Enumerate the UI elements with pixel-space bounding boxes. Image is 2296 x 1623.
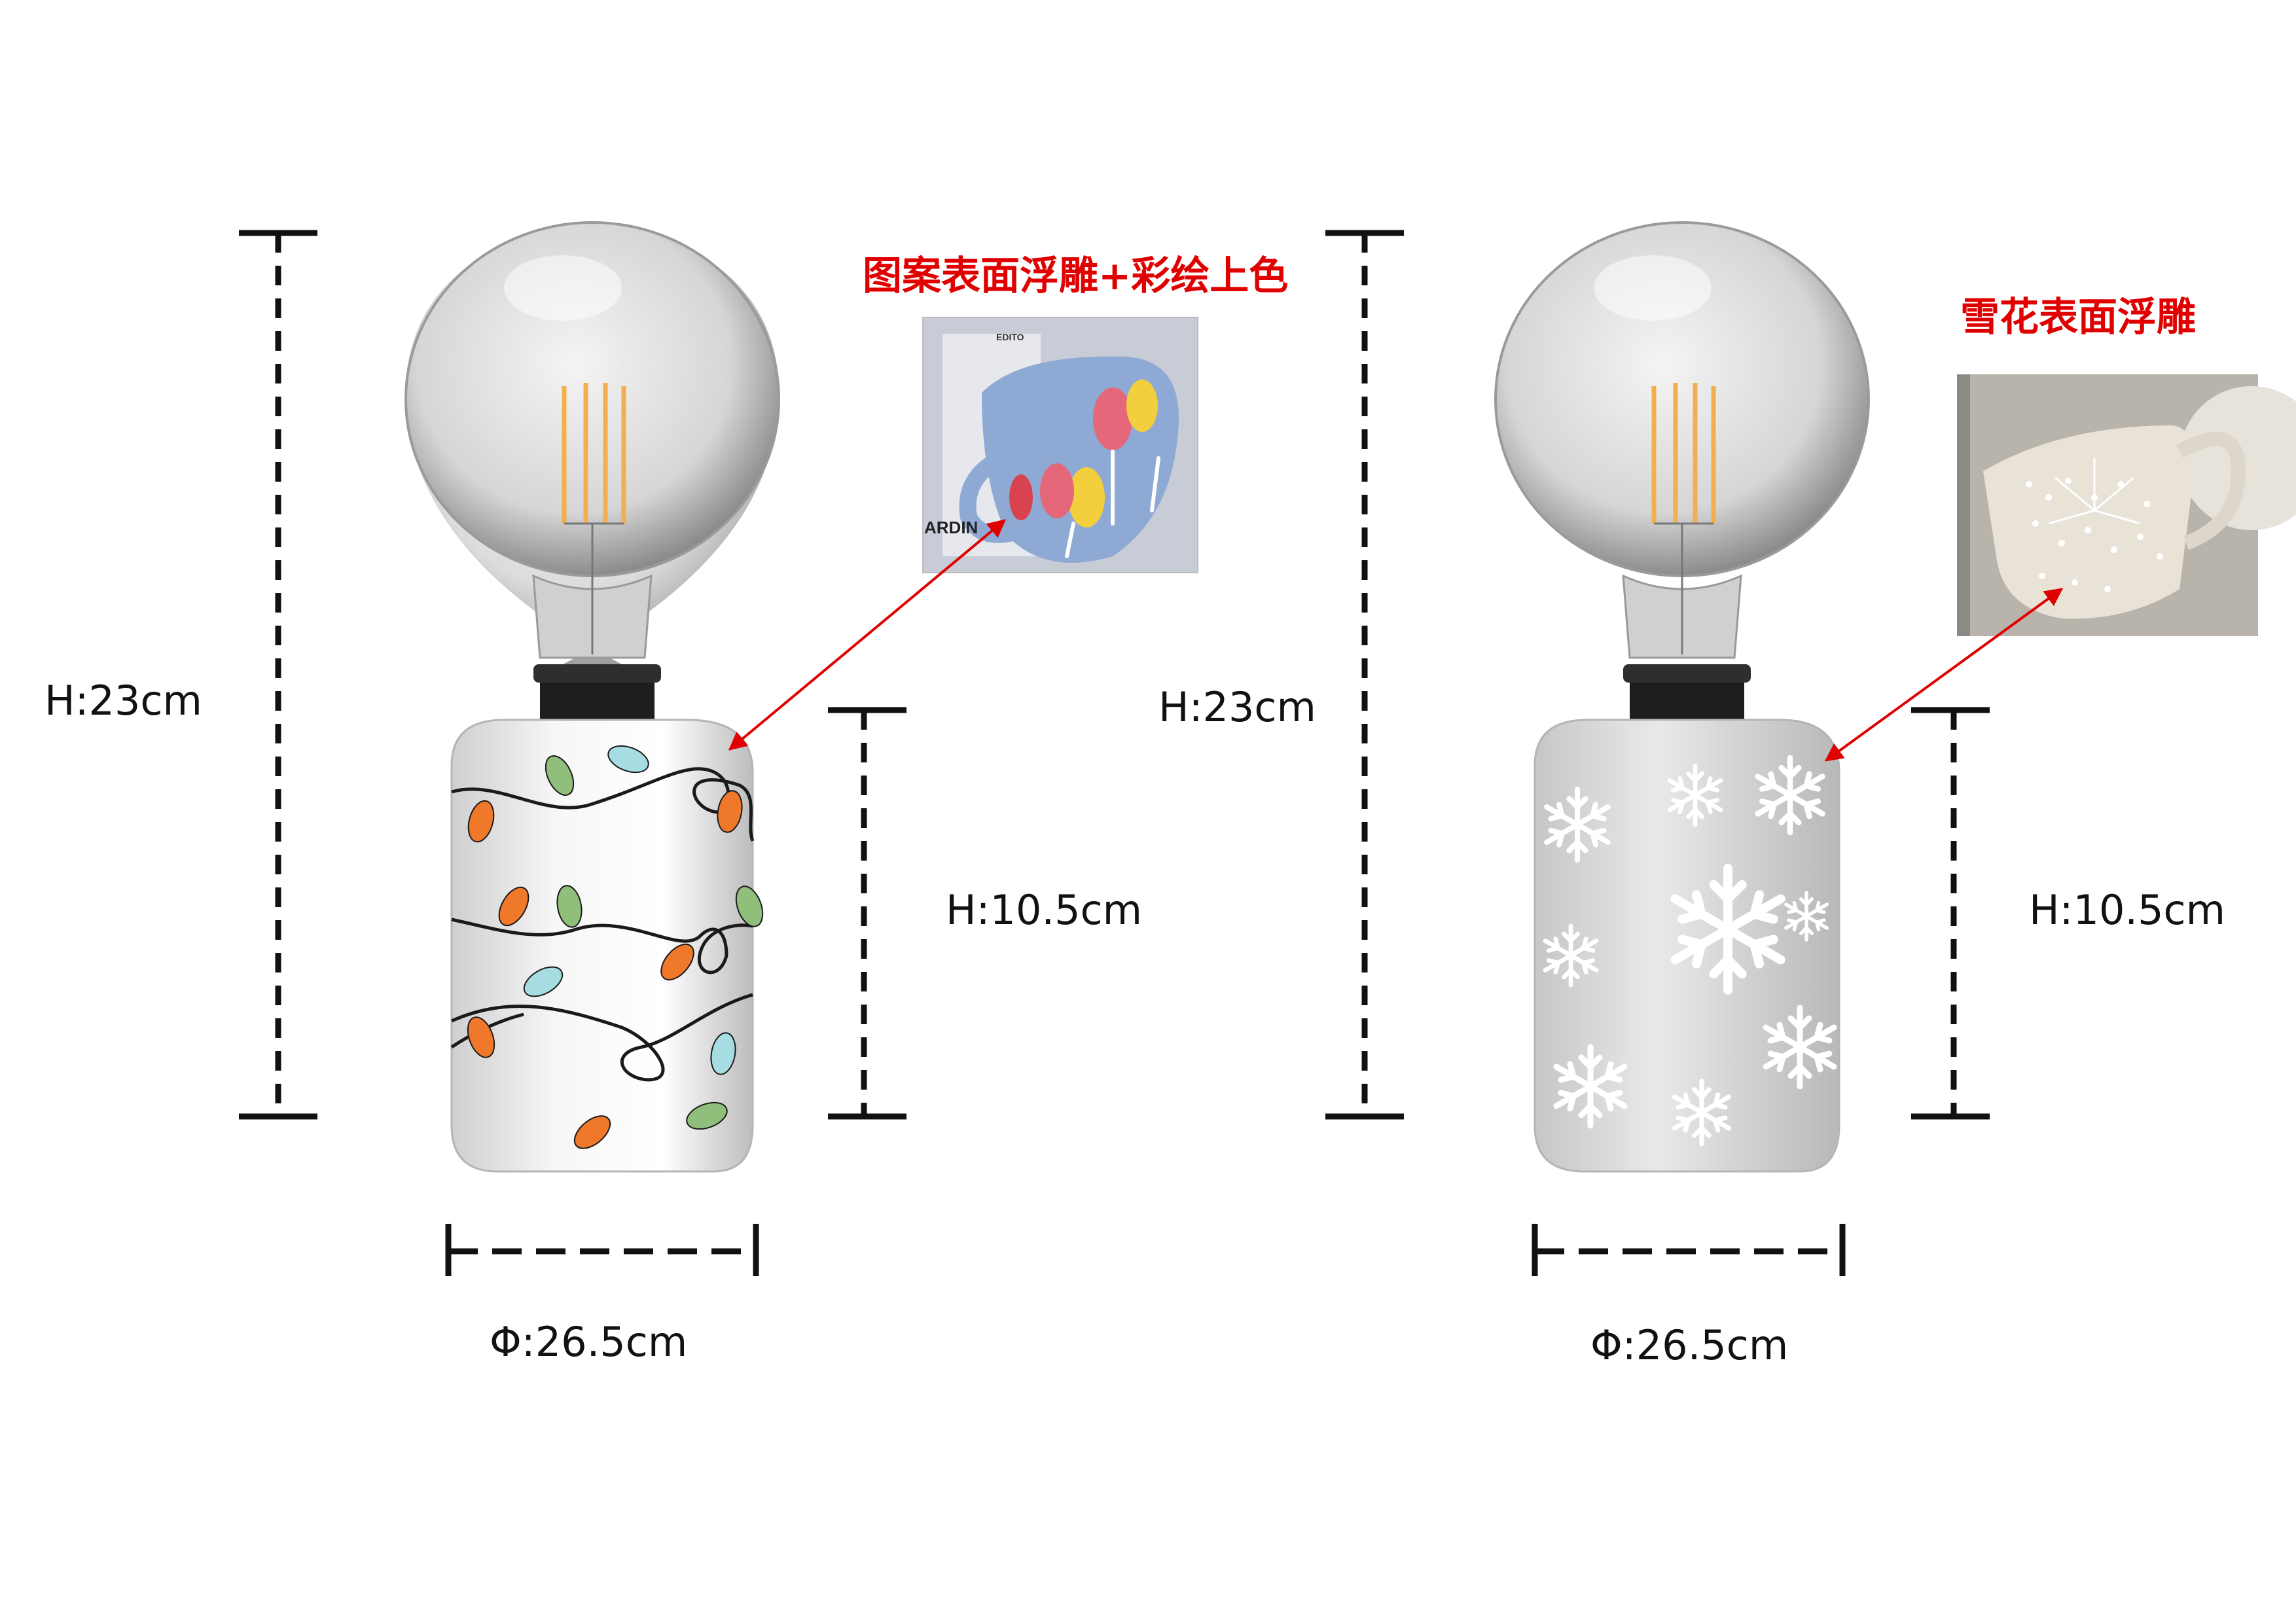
right-reference-photo (1957, 374, 2296, 636)
left-lamp (404, 221, 780, 1173)
light-string-pattern (450, 767, 755, 1082)
left-bulb (404, 221, 780, 668)
right-base-height-dimension (1911, 707, 1990, 1120)
right-diameter-label: Φ:26.5cm (1590, 1321, 1789, 1369)
right-lamp (1494, 221, 1870, 1173)
right-socket (1630, 671, 1744, 726)
right-base-height-label: H:10.5cm (2029, 886, 2226, 934)
ref-mug-brand-side: ARDIN (924, 518, 978, 537)
left-technique-label: 图案表面浮雕+彩绘上色 (863, 253, 1289, 299)
light-bulbs (467, 745, 764, 1149)
right-diameter-dimension (1532, 1224, 1846, 1276)
left-annotation-arrow (728, 519, 1007, 751)
left-socket (540, 671, 655, 726)
left-diameter-dimension (445, 1224, 759, 1276)
right-total-height-label: H:23cm (1158, 683, 1316, 731)
right-height-dimension (1325, 230, 1404, 1120)
left-total-height-label: H:23cm (45, 677, 202, 724)
left-base-height-label: H:10.5cm (946, 886, 1143, 934)
right-technique-label: 雪花表面浮雕 (1960, 294, 2196, 340)
left-base (450, 719, 754, 1173)
left-diameter-label: Φ:26.5cm (490, 1318, 688, 1366)
right-annotation-arrow (1824, 588, 2064, 762)
right-bulb (1494, 221, 1870, 659)
left-height-dimension (239, 230, 317, 1120)
left-base-height-dimension (828, 707, 906, 1120)
ref-mug-brand-top: EDITO (996, 332, 1024, 342)
left-reference-photo: EDITO ARDIN (922, 317, 1198, 573)
right-base (1534, 719, 1840, 1173)
